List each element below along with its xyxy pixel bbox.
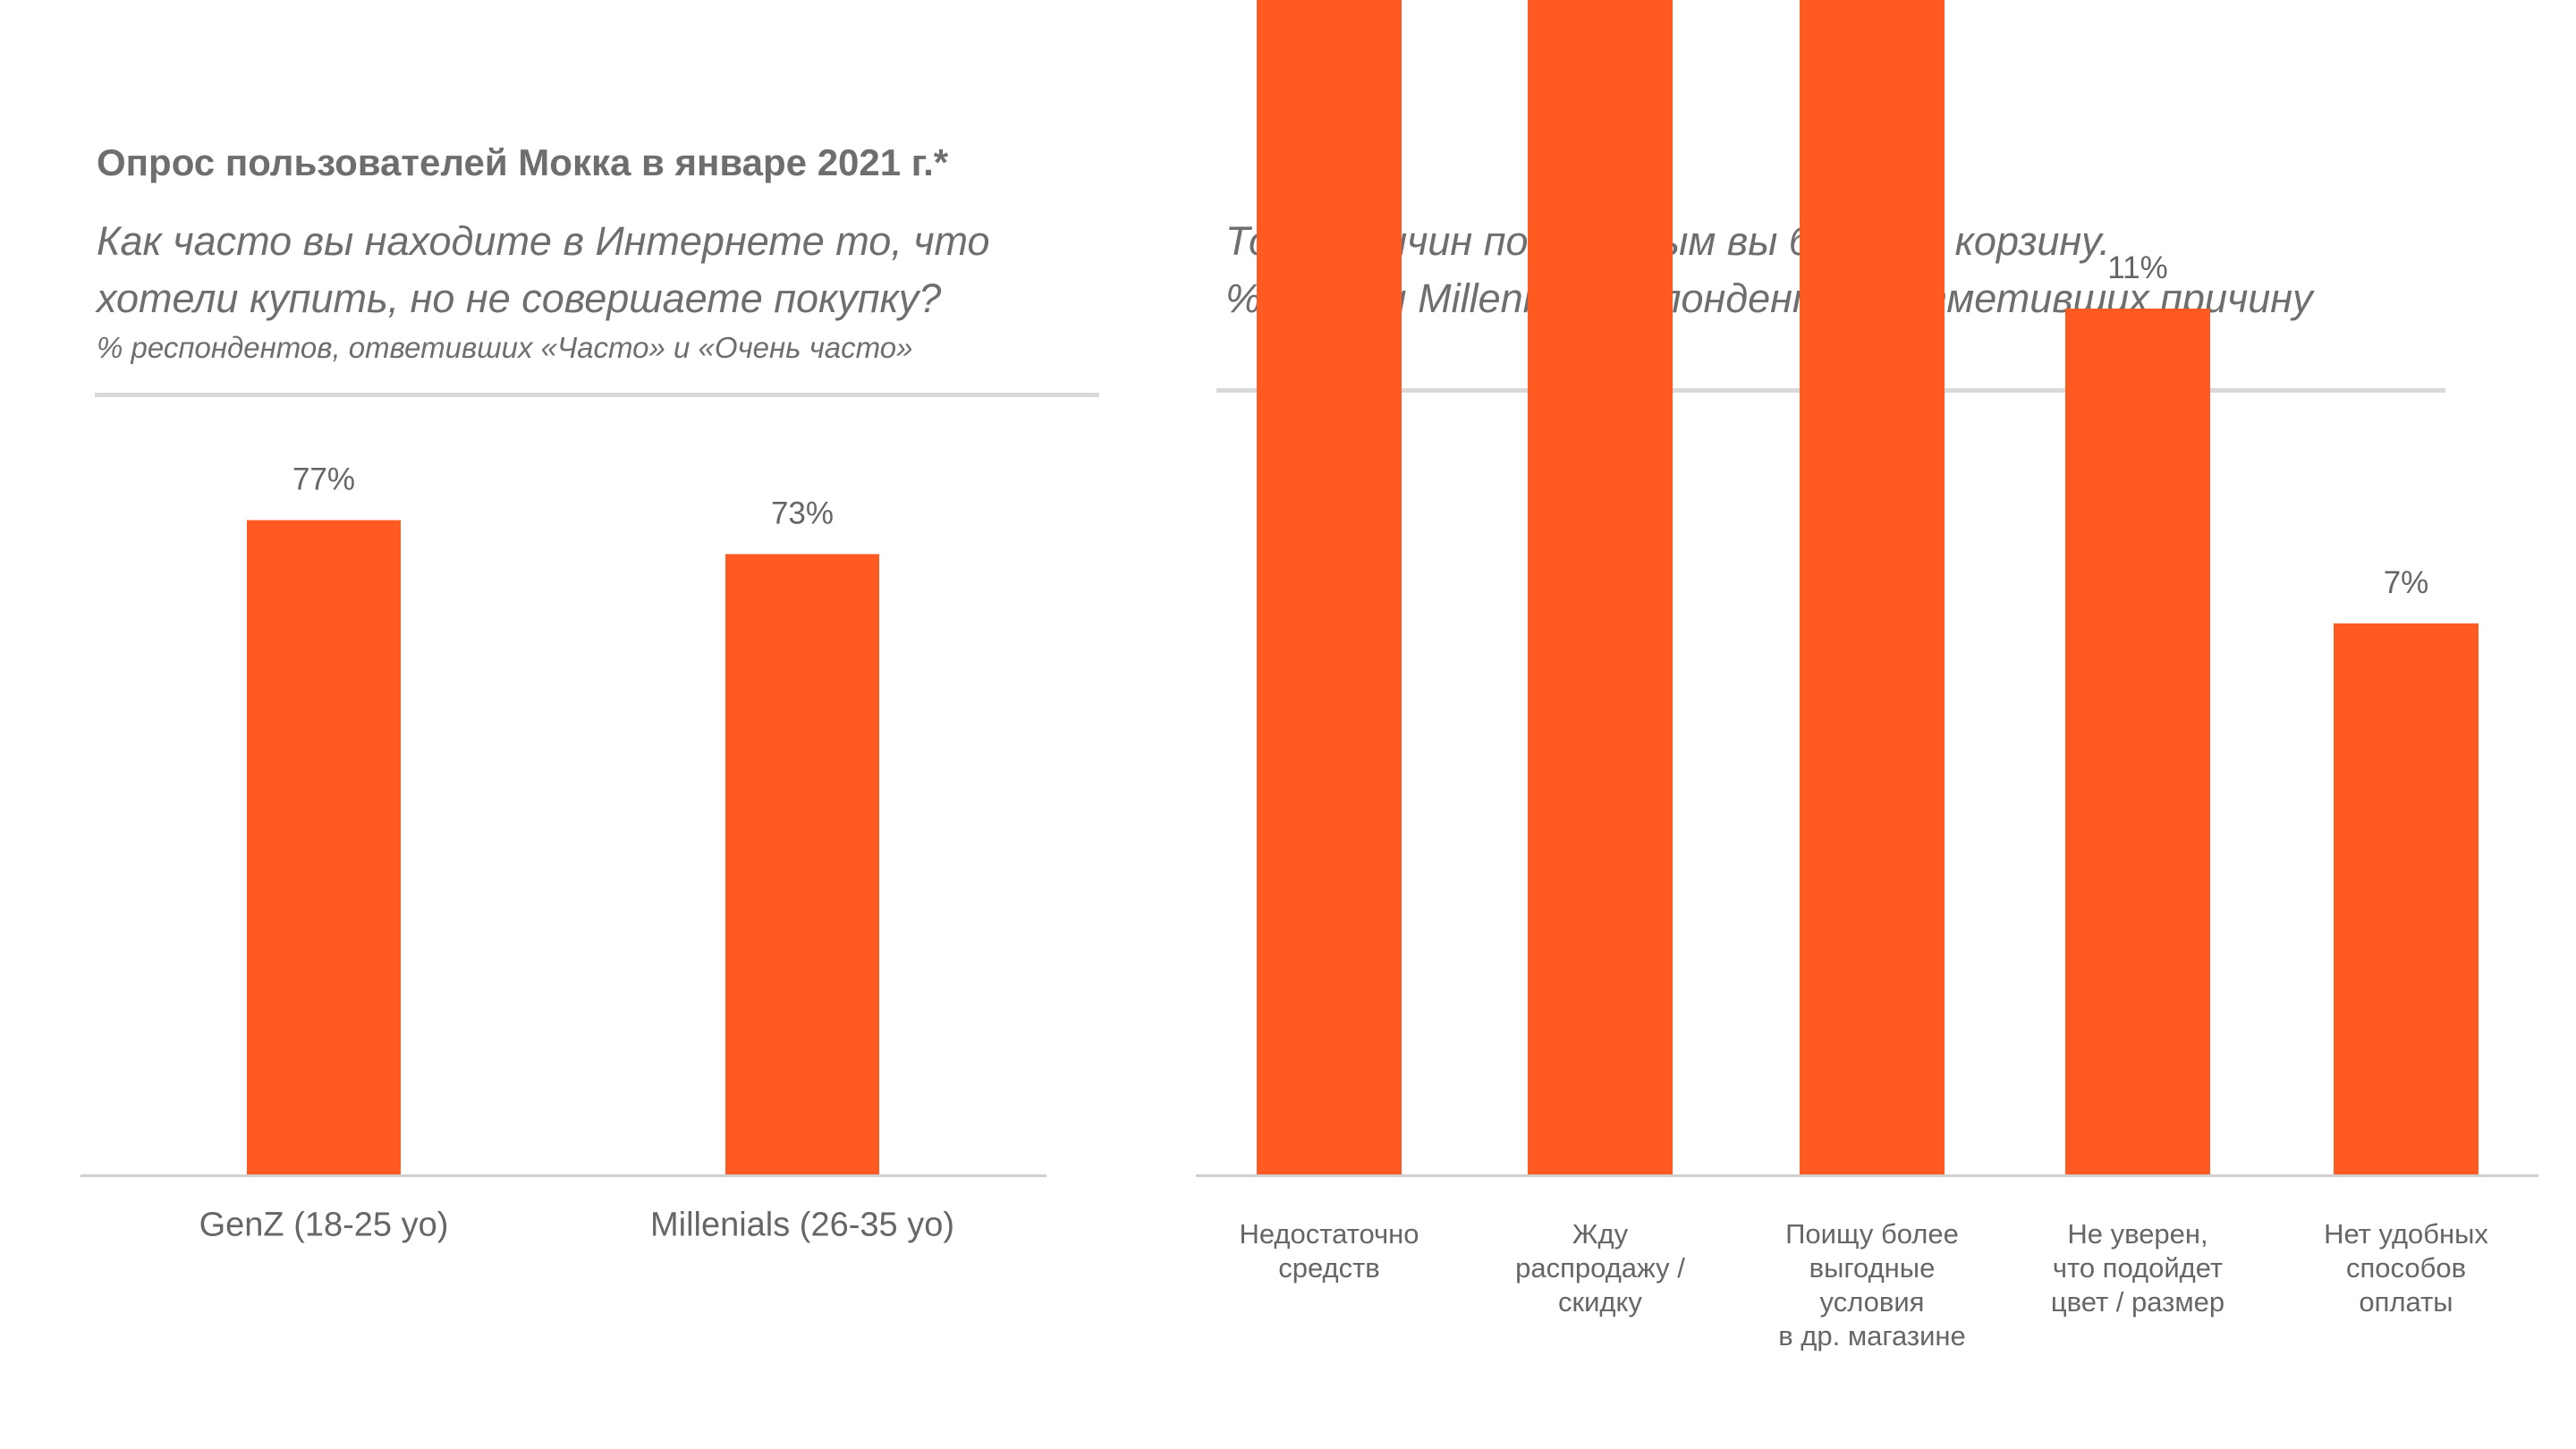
right-chart-category-label-2-line-2: распродажу /	[1515, 1252, 1685, 1284]
right-chart-value-label-5: 7%	[2384, 565, 2429, 600]
right-chart-category-label-4-line-2: что подойдет	[2053, 1252, 2223, 1284]
right-chart-category-label-5-line-1: Нет удобных	[2324, 1218, 2488, 1250]
left-chart-category-label-1: GenZ (18-25 yo)	[199, 1206, 449, 1243]
right-chart-category-label-2-line-1: Жду	[1572, 1218, 1629, 1250]
left-chart-category-label-2: Millenials (26-35 yo)	[650, 1206, 954, 1243]
left-chart-value-label-2: 73%	[771, 496, 834, 531]
right-chart-category-label-1-line-2: средств	[1278, 1252, 1380, 1284]
right-chart-bar-3	[1800, 0, 1945, 1174]
left-chart-subtitle: % респондентов, ответивших «Часто» и «Оч…	[97, 331, 913, 364]
right-chart-category-label-4-line-1: Не уверен,	[2067, 1218, 2207, 1250]
right-chart-category-label-4-line-3: цвет / размер	[2051, 1286, 2224, 1318]
right-chart-category-label-2-line-3: скидку	[1558, 1286, 1642, 1318]
right-chart-category-label-1-line-1: Недостаточно	[1239, 1218, 1419, 1250]
survey-title: Опрос пользователей Мокка в январе 2021 …	[97, 141, 949, 183]
right-chart-category-label-3-line-3: условия	[1820, 1286, 1925, 1318]
right-chart-bar-1	[1257, 0, 1402, 1174]
left-chart-bar-1	[247, 520, 401, 1174]
left-chart-bar-2	[725, 554, 879, 1174]
right-chart-value-label-4: 11%	[2107, 250, 2167, 285]
left-header-divider	[95, 393, 1099, 397]
right-chart-category-label-3-line-4: в др. магазине	[1778, 1320, 1966, 1352]
right-chart-category-label-3-line-1: Поищу более	[1785, 1218, 1959, 1250]
left-chart-value-label-1: 77%	[292, 462, 355, 497]
right-chart-category-label-5-line-2: способов	[2346, 1252, 2466, 1284]
right-chart-category-label-5-line-3: оплаты	[2359, 1286, 2453, 1318]
right-chart-category-label-3-line-2: выгодные	[1809, 1252, 1936, 1284]
right-chart-bar-2	[1528, 0, 1673, 1174]
right-chart-bar-5	[2334, 623, 2479, 1174]
left-chart-question: Как часто вы находите в Интернете то, чт…	[97, 213, 990, 369]
left-question-line-1: Как часто вы находите в Интернете то, чт…	[97, 218, 990, 264]
left-question-line-2: хотели купить, но не совершаете покупку?	[97, 275, 942, 321]
right-chart-bar-4	[2065, 309, 2210, 1174]
